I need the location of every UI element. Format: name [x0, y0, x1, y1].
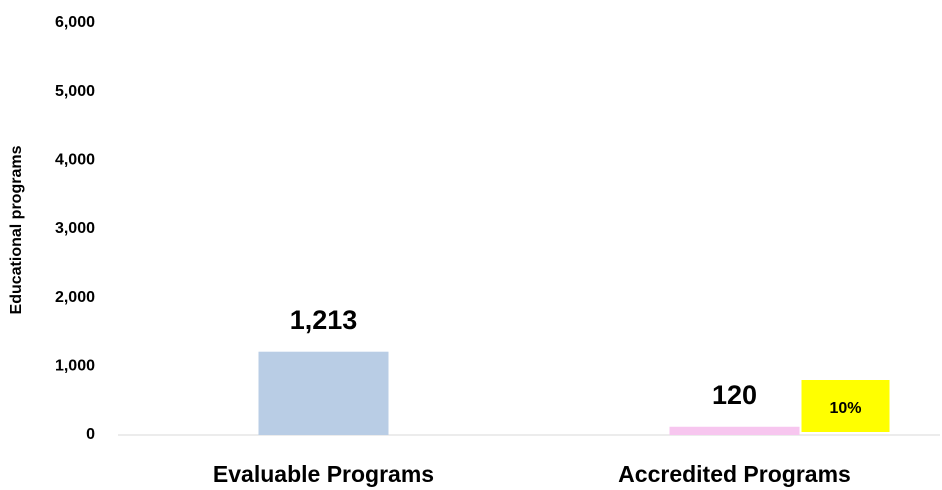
bar — [258, 351, 389, 435]
x-tick-label: Accredited Programs — [618, 461, 851, 487]
value-label: 120 — [712, 380, 757, 410]
y-tick-label: 2,000 — [55, 289, 95, 306]
annotation: 10% — [829, 400, 861, 417]
y-tick-label: 3,000 — [55, 220, 95, 237]
bar — [669, 426, 800, 435]
y-tick-label: 0 — [86, 426, 95, 443]
y-tick-label: 4,000 — [55, 152, 95, 169]
annotation-box — [801, 380, 890, 432]
y-axis-label: Educational programs — [8, 145, 25, 314]
y-tick-label: 5,000 — [55, 83, 95, 100]
value-label: 1,213 — [290, 305, 358, 335]
x-tick-label: Evaluable Programs — [213, 461, 434, 487]
y-tick-label: 1,000 — [55, 358, 95, 375]
y-tick-label: 6,000 — [55, 14, 95, 31]
